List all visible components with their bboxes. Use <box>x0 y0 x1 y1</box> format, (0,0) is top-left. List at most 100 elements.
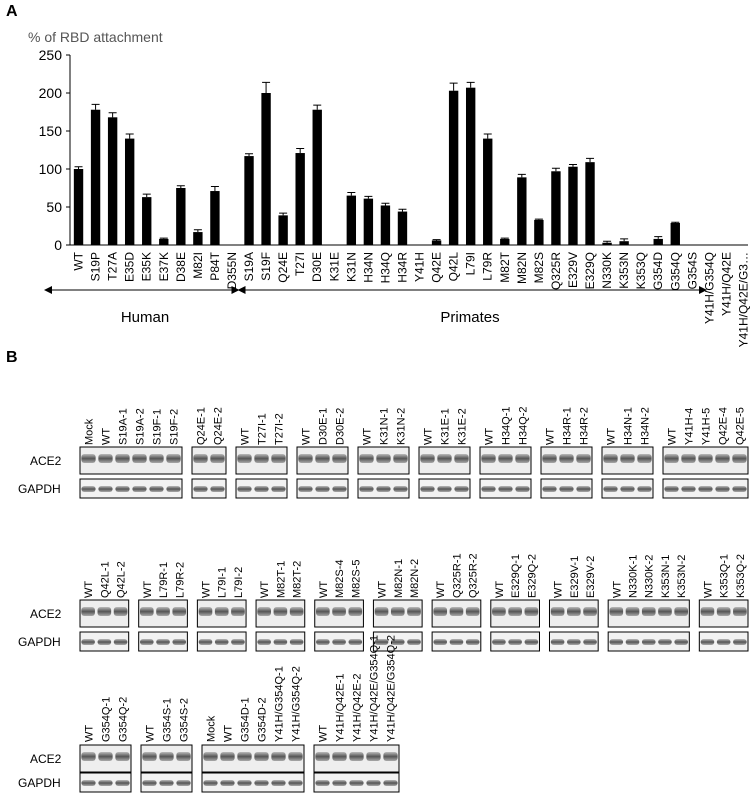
band <box>681 486 696 492</box>
band <box>583 639 597 645</box>
band <box>637 454 652 463</box>
bar <box>193 232 203 245</box>
blot-gapdh <box>79 478 183 499</box>
band <box>203 752 218 761</box>
band <box>420 454 435 463</box>
lane-label: G354D-1 <box>240 697 252 742</box>
bar <box>500 238 510 245</box>
band <box>271 752 286 761</box>
band <box>715 486 730 492</box>
lane-label: H34R-2 <box>579 407 591 445</box>
blot-gapdh <box>201 772 305 793</box>
error-bar <box>449 82 458 91</box>
x-tick-label: D38E <box>174 252 188 282</box>
lane-label: G354Q-1 <box>101 697 113 742</box>
lane-label: H34Q-2 <box>518 406 530 445</box>
bar <box>534 219 544 245</box>
band <box>97 639 112 645</box>
band <box>81 752 96 761</box>
bar <box>397 211 408 245</box>
band <box>524 607 539 616</box>
lane-label: Y41H-4 <box>684 408 696 445</box>
band <box>332 780 347 786</box>
error-bar <box>91 103 100 110</box>
x-tick-label: K31N <box>344 252 358 282</box>
lane-label: WT <box>362 428 374 445</box>
lane-label: T27I-1 <box>257 413 269 445</box>
band <box>449 639 464 645</box>
error-bar <box>534 218 543 220</box>
band <box>159 752 174 761</box>
band <box>481 486 496 492</box>
band <box>732 486 747 492</box>
band <box>542 486 557 492</box>
band <box>390 639 405 645</box>
band <box>156 607 170 616</box>
band <box>115 454 130 463</box>
band <box>664 486 679 492</box>
x-tick-label: WT <box>72 251 86 270</box>
lane-label: WT <box>84 725 96 742</box>
band <box>567 607 581 616</box>
band <box>257 639 271 645</box>
x-tick-label: M82I <box>191 252 205 279</box>
band <box>193 454 208 463</box>
band <box>316 607 330 616</box>
lane-label: WT <box>377 581 389 598</box>
lane-label: WT <box>423 428 435 445</box>
error-bar <box>483 133 492 139</box>
blot-ace2 <box>79 446 183 475</box>
lane-label: WT <box>611 581 623 598</box>
error-bar <box>500 237 509 239</box>
x-tick-label: H34Q <box>378 252 392 283</box>
error-bar <box>671 221 680 223</box>
error-bar <box>125 133 134 139</box>
band <box>492 639 506 645</box>
lane-label: T27I-2 <box>274 413 286 445</box>
band <box>237 752 252 761</box>
band <box>139 639 154 645</box>
band <box>674 607 689 616</box>
band <box>407 639 421 645</box>
bar <box>568 166 578 245</box>
lane-label: K353Q-2 <box>735 554 747 598</box>
band <box>193 486 208 492</box>
y-tick-label: 0 <box>54 237 62 253</box>
row-label: GAPDH <box>18 776 61 790</box>
band <box>98 454 113 463</box>
bar <box>670 222 680 245</box>
error-bar <box>551 167 560 172</box>
band <box>332 639 346 645</box>
band <box>254 486 269 492</box>
band <box>271 486 286 492</box>
band <box>449 607 464 616</box>
band <box>132 486 147 492</box>
lane-label: WT <box>101 428 113 445</box>
bar <box>619 241 629 245</box>
band <box>420 486 435 492</box>
bar <box>448 90 459 245</box>
y-tick-label: 150 <box>39 123 63 139</box>
band <box>176 780 191 786</box>
band <box>332 752 347 761</box>
x-tick-label: G354Q <box>668 252 682 291</box>
lane-label: S19A-1 <box>118 408 130 445</box>
lane-label: K31E-2 <box>457 408 469 445</box>
x-tick-label: Y41H/G354Q <box>702 252 716 324</box>
lane-label: E329V-1 <box>569 556 581 598</box>
band <box>81 780 96 786</box>
error-bar <box>296 147 305 154</box>
lane-label: Y41H/Q42E-2 <box>352 674 364 742</box>
band <box>407 607 421 616</box>
band <box>524 639 539 645</box>
lane-label: H34N-2 <box>640 407 652 445</box>
band <box>437 486 452 492</box>
band <box>641 639 656 645</box>
error-bar <box>568 163 577 167</box>
x-tick-label: S19P <box>89 252 103 281</box>
error-bar <box>210 185 219 192</box>
band <box>583 607 597 616</box>
band <box>298 454 313 463</box>
bar <box>483 138 493 245</box>
band <box>542 454 557 463</box>
